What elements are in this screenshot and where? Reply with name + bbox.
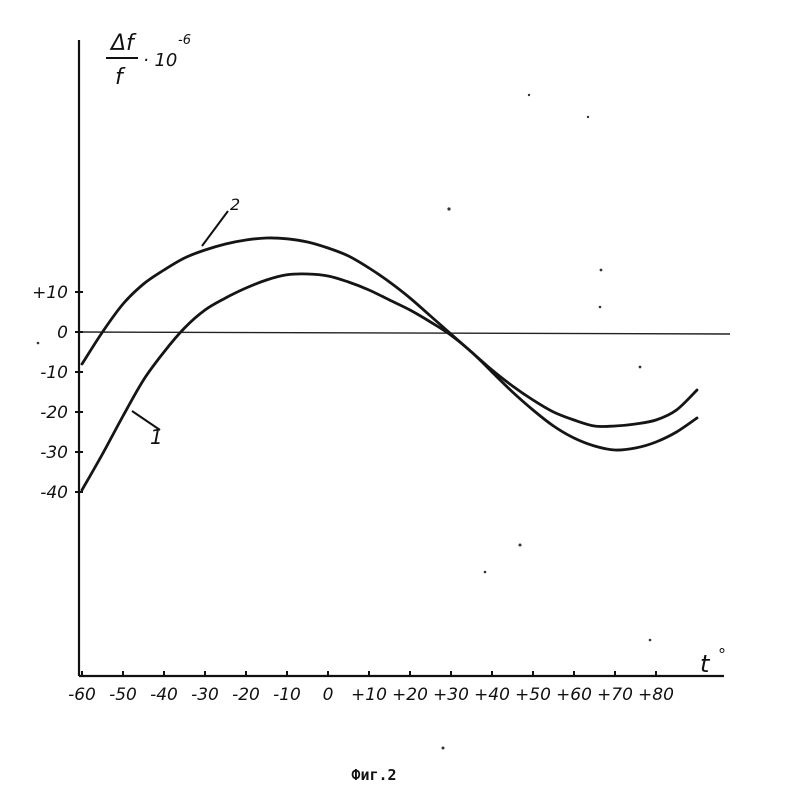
curves: [82, 238, 697, 490]
x-tick-label: +30: [433, 685, 469, 705]
y-label-numerator: Δf: [109, 31, 137, 56]
x-tick-label: +50: [515, 685, 551, 705]
x-tick-label: +70: [597, 685, 633, 705]
curve-1: [82, 274, 697, 490]
figure-caption: Фиг.2: [351, 766, 396, 784]
y-tick-label: +10: [32, 283, 68, 303]
x-tick-label: -40: [150, 685, 178, 705]
y-tick-label: -20: [40, 403, 68, 423]
x-tick-label: -10: [273, 685, 301, 705]
x-tick-label: +20: [392, 685, 428, 705]
y-label-denominator: f: [115, 65, 126, 90]
x-tick-label: -60: [68, 685, 96, 705]
y-tick-label: -30: [40, 443, 68, 463]
x-tick-label: +40: [474, 685, 510, 705]
curve-2-label: 2: [230, 195, 240, 214]
y-label-exponent: -6: [178, 33, 191, 48]
x-tick-label: +80: [638, 685, 674, 705]
curve-2-leader: [202, 211, 228, 246]
y-tick-label: 0: [57, 323, 68, 343]
x-label-symbol: t: [700, 650, 711, 678]
y-tick-label: -40: [40, 483, 68, 503]
scan-specks: [37, 94, 652, 750]
y-tick-label: -10: [40, 363, 68, 383]
x-tick-label: +10: [351, 685, 387, 705]
curve-1-label: 1: [150, 425, 163, 449]
x-tick-label: -20: [232, 685, 260, 705]
x-tick-label: 0: [323, 685, 334, 705]
y-label-factor: · 10: [143, 50, 177, 71]
x-label-unit: °: [718, 645, 726, 664]
x-tick-label: +60: [556, 685, 592, 705]
x-tick-label: -50: [109, 685, 137, 705]
x-tick-label: -30: [191, 685, 219, 705]
x-axis-label: t °: [700, 645, 726, 678]
y-tick-labels: +10 0 -10 -20 -30 -40: [32, 283, 68, 503]
y-axis-label: Δf f · 10 -6: [106, 31, 191, 90]
x-tick-labels: -60 -50 -40 -30 -20 -10 0 +10+20+30+40+50+60+70…: [68, 685, 674, 705]
